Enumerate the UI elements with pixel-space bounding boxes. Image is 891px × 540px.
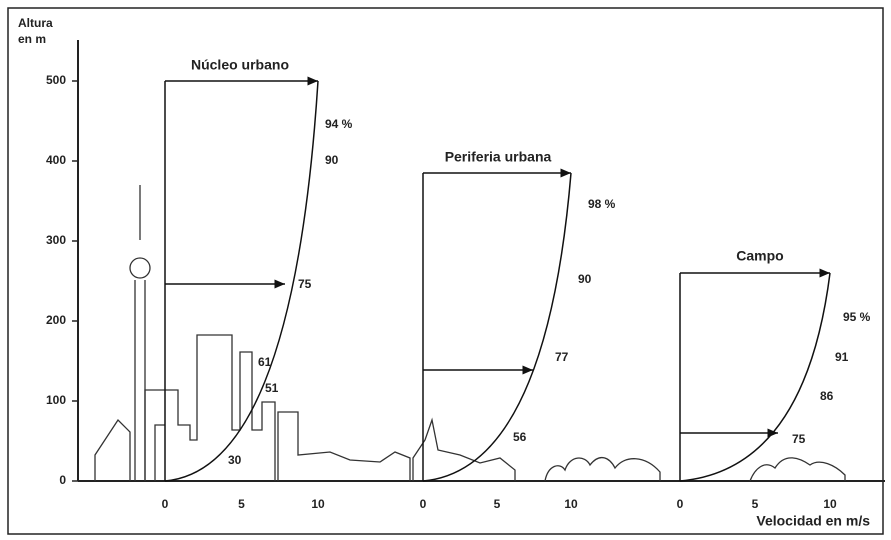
profile-label: 61: [258, 355, 272, 369]
profile-label: 51: [265, 381, 279, 395]
profile-title: Periferia urbana: [445, 149, 552, 165]
profile-label: 77: [555, 350, 569, 364]
profile-label: 91: [835, 350, 849, 364]
profile-label: 86: [820, 389, 834, 403]
profile-label: 90: [578, 272, 592, 286]
x-tick-label: 0: [162, 497, 169, 511]
x-tick-label: 10: [823, 497, 837, 511]
x-tick-label: 5: [494, 497, 501, 511]
x-tick-label: 10: [564, 497, 578, 511]
y-tick-label: 200: [46, 313, 66, 327]
y-tick-label: 400: [46, 153, 66, 167]
x-tick-label: 5: [752, 497, 759, 511]
frame: [7, 7, 884, 535]
profile-label: 75: [298, 277, 312, 291]
y-tick-label: 0: [59, 473, 66, 487]
profile-label: 30: [228, 453, 242, 467]
wind-profile: [422, 172, 572, 482]
x-tick-label: 0: [420, 497, 427, 511]
profile-label: 90: [325, 153, 339, 167]
y-tick-label: 300: [46, 233, 66, 247]
wind-profile: [679, 272, 831, 482]
y-axis-label: Altura: [18, 16, 53, 30]
y-axis-label: en m: [18, 32, 46, 46]
profile-title: Campo: [736, 248, 783, 264]
x-tick-label: 10: [311, 497, 325, 511]
wind-profile: [164, 80, 319, 482]
profile-label: 56: [513, 430, 527, 444]
x-axis-label: Velocidad en m/s: [756, 513, 870, 529]
profile-label: 98 %: [588, 197, 616, 211]
skyline: [94, 185, 846, 482]
x-tick-label: 0: [677, 497, 684, 511]
profile-label: 75: [792, 432, 806, 446]
profile-label: 94 %: [325, 117, 353, 131]
profile-label: 95 %: [843, 310, 871, 324]
y-tick-label: 500: [46, 73, 66, 87]
y-tick-label: 100: [46, 393, 66, 407]
profile-title: Núcleo urbano: [191, 57, 289, 73]
x-tick-label: 5: [238, 497, 245, 511]
